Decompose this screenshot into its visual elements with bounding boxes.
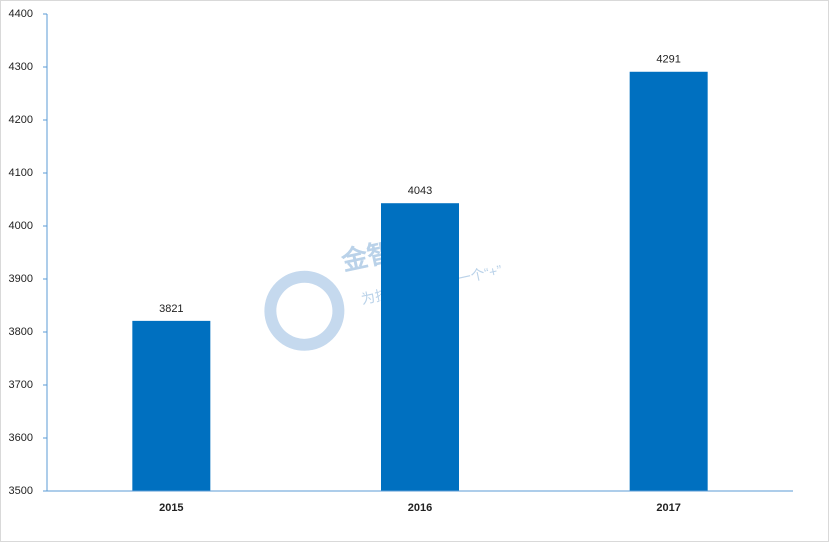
x-tick-label: 2015 bbox=[159, 502, 183, 514]
y-tick-label: 4000 bbox=[9, 220, 33, 232]
watermark-logo bbox=[264, 270, 345, 351]
value-label: 4291 bbox=[656, 54, 680, 66]
y-tick-label: 3900 bbox=[9, 273, 33, 285]
bar bbox=[629, 71, 708, 492]
x-tick-label: 2017 bbox=[656, 502, 680, 514]
x-tick-label: 2016 bbox=[408, 502, 432, 514]
y-tick-label: 3600 bbox=[9, 432, 33, 444]
value-label: 3821 bbox=[159, 303, 183, 315]
y-tick-label: 3700 bbox=[9, 379, 33, 391]
y-tick-label: 4400 bbox=[9, 8, 33, 20]
y-tick-label: 3800 bbox=[9, 326, 33, 338]
bar bbox=[381, 203, 459, 491]
value-label: 4043 bbox=[408, 185, 432, 197]
y-tick-label: 4100 bbox=[9, 167, 33, 179]
y-tick-label: 3500 bbox=[9, 485, 33, 497]
y-tick-label: 4200 bbox=[9, 114, 33, 126]
y-tick-label: 4300 bbox=[9, 61, 33, 73]
bar bbox=[132, 320, 211, 491]
